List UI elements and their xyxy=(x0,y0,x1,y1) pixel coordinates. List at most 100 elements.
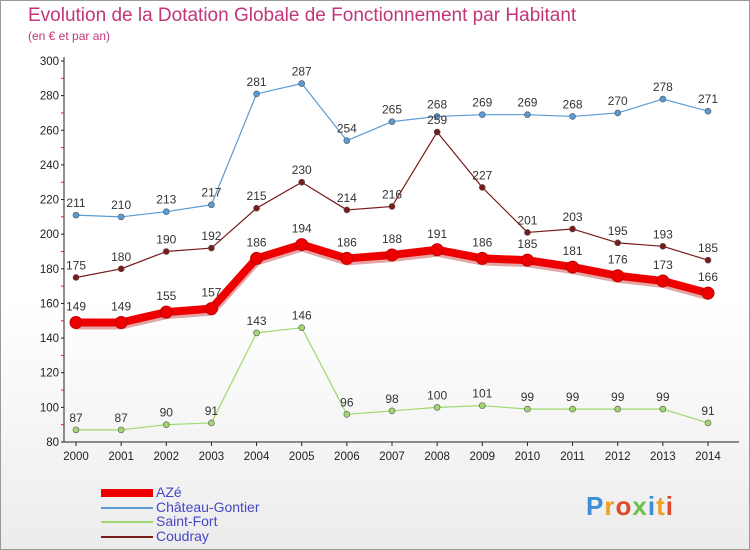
data-point xyxy=(614,109,622,117)
data-point xyxy=(524,229,531,236)
data-label: 155 xyxy=(156,289,176,303)
data-label: 143 xyxy=(247,314,267,328)
x-tick-label: 2005 xyxy=(289,451,315,463)
logo-letter: i xyxy=(647,491,657,521)
y-tick-label: 300 xyxy=(40,56,59,68)
legend-label: Château-Gontier xyxy=(156,498,260,515)
data-label: 149 xyxy=(111,300,131,314)
data-point xyxy=(704,256,712,264)
data-point xyxy=(430,243,444,257)
data-label: 203 xyxy=(563,210,583,224)
x-tick-label: 2007 xyxy=(379,451,405,463)
x-tick-label: 2004 xyxy=(244,451,270,463)
data-label: 99 xyxy=(656,390,670,404)
data-label: 175 xyxy=(66,258,86,272)
data-point xyxy=(475,251,489,265)
x-tick-label: 2006 xyxy=(334,451,360,463)
data-point xyxy=(520,253,534,267)
data-point xyxy=(656,274,670,288)
logo-letter: x xyxy=(632,491,648,521)
data-point xyxy=(162,208,170,215)
data-label: 192 xyxy=(201,229,221,243)
data-point xyxy=(253,329,260,337)
data-label: 269 xyxy=(517,96,537,110)
chart-axes: 80 100 120 140 160 180 200 220 240 260 280 300 2000 2… xyxy=(40,56,739,463)
data-label: 195 xyxy=(608,224,628,238)
data-label: 188 xyxy=(382,232,402,246)
data-label: 99 xyxy=(521,390,535,404)
logo-letter: r xyxy=(604,491,616,521)
data-point xyxy=(298,178,306,186)
x-tick-label: 2000 xyxy=(63,451,89,463)
legend-label: AZé xyxy=(156,484,182,500)
data-label: 210 xyxy=(111,198,131,212)
data-label: 157 xyxy=(201,286,221,300)
data-point xyxy=(704,107,712,115)
data-point xyxy=(566,260,580,274)
data-label: 101 xyxy=(472,387,492,401)
data-point xyxy=(704,419,712,427)
data-label: 265 xyxy=(382,103,402,117)
data-point xyxy=(385,248,399,262)
data-point xyxy=(204,302,218,316)
x-tick-label: 2012 xyxy=(605,451,631,463)
data-label: 201 xyxy=(517,213,537,227)
data-label: 96 xyxy=(340,395,354,409)
data-label: 185 xyxy=(517,237,537,251)
data-label: 146 xyxy=(292,309,312,323)
data-label: 216 xyxy=(382,187,402,201)
data-label: 268 xyxy=(563,97,583,111)
x-tick-label: 2011 xyxy=(560,451,585,463)
data-point xyxy=(611,269,625,283)
data-point xyxy=(388,407,396,415)
proxiti-logo: Proxiti xyxy=(586,491,674,522)
data-point xyxy=(614,405,622,413)
data-label: 166 xyxy=(698,270,718,284)
data-label: 149 xyxy=(66,300,86,314)
data-label: 90 xyxy=(160,406,174,420)
data-point xyxy=(295,238,309,252)
legend-label: Coudray xyxy=(156,527,209,544)
data-label: 227 xyxy=(472,168,492,182)
data-label: 230 xyxy=(292,163,312,177)
legend-label: Saint-Fort xyxy=(156,513,218,529)
data-label: 186 xyxy=(247,235,267,249)
data-point xyxy=(343,206,351,214)
data-point xyxy=(117,426,125,434)
legend-item: Saint-Fort xyxy=(101,513,361,530)
data-label: 191 xyxy=(427,227,447,241)
legend-item: AZé xyxy=(101,484,361,501)
y-tick-label: 260 xyxy=(40,125,59,137)
data-label: 100 xyxy=(427,388,447,402)
y-tick-label: 220 xyxy=(40,195,59,207)
data-point xyxy=(524,111,531,118)
data-point xyxy=(117,265,125,273)
y-tick-label: 200 xyxy=(40,229,59,241)
data-point xyxy=(159,305,173,319)
x-tick-label: 2013 xyxy=(650,451,676,463)
data-point xyxy=(478,184,486,191)
data-label: 176 xyxy=(608,253,628,267)
data-label: 190 xyxy=(156,233,176,247)
data-label: 194 xyxy=(292,222,312,236)
data-label: 91 xyxy=(205,404,219,418)
data-label: 99 xyxy=(611,390,625,404)
data-point xyxy=(72,274,80,281)
legend-swatch xyxy=(101,521,153,523)
y-tick-label: 280 xyxy=(40,91,59,103)
logo-letter: t xyxy=(656,491,666,521)
data-point xyxy=(659,95,667,103)
data-point xyxy=(433,113,441,120)
data-point xyxy=(433,404,441,411)
series-layer xyxy=(69,80,715,434)
y-tick-label: 120 xyxy=(40,368,59,380)
data-label: 87 xyxy=(69,411,83,425)
data-label: 185 xyxy=(698,241,718,255)
logo-letter: i xyxy=(665,491,674,521)
y-tick-label: 100 xyxy=(40,402,59,414)
x-tick-label: 2010 xyxy=(515,451,541,463)
x-tick-label: 2001 xyxy=(108,451,134,463)
data-label: 215 xyxy=(247,189,267,203)
data-labels-layer: 149 149 155 157 186 194 186 188 191 186 185 181 176 1… xyxy=(66,65,718,425)
data-label: 281 xyxy=(247,75,267,89)
